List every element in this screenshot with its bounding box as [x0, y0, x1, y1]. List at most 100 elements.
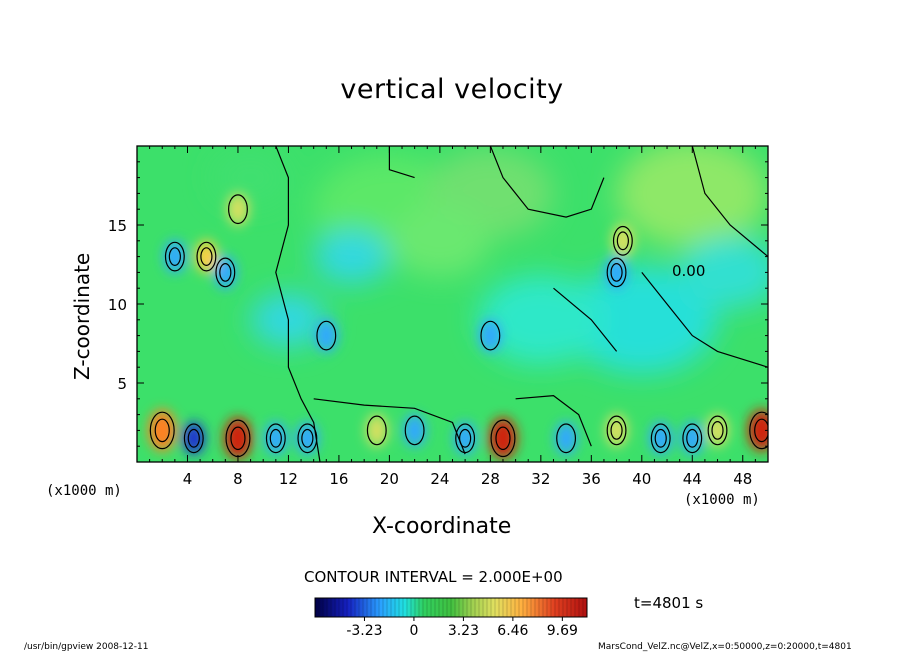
- contour-interval: CONTOUR INTERVAL = 2.000E+00: [304, 568, 563, 586]
- chart-title: vertical velocity: [340, 74, 564, 105]
- field-feature: [296, 421, 319, 455]
- contour-line: [612, 225, 633, 256]
- contour-line: [691, 146, 768, 258]
- background-region: [212, 150, 289, 205]
- background-region: [389, 204, 491, 277]
- field-feature: [264, 421, 287, 455]
- x-unit-label-left: (x1000 m): [46, 483, 122, 499]
- field-feature: [479, 319, 502, 353]
- contour-line: [265, 423, 286, 454]
- x-tick-label: 44: [683, 470, 702, 488]
- contour-line: [489, 146, 605, 218]
- contour-line: [610, 421, 623, 440]
- x-tick-label: 48: [733, 470, 752, 488]
- x-tick-label: 24: [430, 470, 449, 488]
- y-axis-label: Z-coordinate: [70, 252, 94, 380]
- contour-label: 0.00: [672, 262, 705, 280]
- contour-line: [404, 415, 425, 446]
- x-tick-label: 40: [632, 470, 651, 488]
- contour-line: [275, 146, 321, 462]
- time-label: t=4801 s: [634, 594, 704, 612]
- contour-line: [230, 426, 246, 451]
- colorbar-tick-label: 0: [409, 623, 418, 639]
- contour-line: [313, 398, 466, 455]
- contour-line: [228, 194, 248, 225]
- y-axis: 5 10 15: [108, 161, 768, 447]
- field-feature: [611, 224, 634, 258]
- x-tick-label: 20: [380, 470, 399, 488]
- x-tick-label: 4: [183, 470, 193, 488]
- field-feature: [163, 240, 186, 274]
- x-tick-label: 32: [531, 470, 550, 488]
- x-tick-label: 16: [329, 470, 348, 488]
- y-tick-label: 15: [108, 217, 127, 235]
- colorbar-stripes: [318, 598, 584, 617]
- colorbar: [314, 597, 588, 618]
- y-tick-label: 5: [117, 375, 127, 393]
- contour-line: [606, 257, 627, 288]
- contour-line: [616, 231, 629, 251]
- colorbar-tick-label: 9.69: [547, 623, 578, 639]
- contour-line: [154, 418, 170, 443]
- contour-line: [606, 415, 627, 446]
- contour-line: [495, 426, 511, 451]
- field-feature: [195, 240, 218, 274]
- field-feature: [605, 413, 628, 447]
- contour-line: [654, 428, 667, 448]
- field-feature: [403, 413, 426, 447]
- contour-line: [301, 428, 314, 448]
- field-feature: [214, 255, 237, 289]
- contour-line: [682, 423, 703, 454]
- y-tick-label: 10: [108, 296, 127, 314]
- contour-line: [316, 320, 337, 351]
- contour-line: [269, 428, 282, 448]
- x-tick-label: 8: [233, 470, 243, 488]
- contour-line: [149, 411, 175, 450]
- contour-line: [164, 241, 185, 272]
- contour-line: [610, 263, 623, 282]
- velocity-field: [137, 146, 768, 462]
- contour-line: [215, 257, 236, 288]
- field-feature: [488, 417, 517, 460]
- field-feature: [226, 192, 249, 226]
- footer-left: /usr/bin/gpview 2008-12-11: [24, 642, 149, 652]
- contour-line: [480, 320, 501, 351]
- field-feature: [605, 255, 628, 289]
- field-feature: [747, 409, 768, 452]
- background-region: [679, 236, 768, 309]
- contour-line: [168, 247, 181, 267]
- contour-line: [183, 423, 204, 454]
- background-region: [616, 146, 768, 248]
- field-feature: [555, 421, 578, 455]
- contour-line: [490, 419, 516, 458]
- contour-line: [196, 241, 217, 272]
- field-feature: [182, 421, 205, 455]
- contour-line: [556, 423, 577, 454]
- field-feature: [649, 421, 672, 455]
- colorbar-tick-label: 3.23: [448, 623, 479, 639]
- contour-line: [366, 415, 387, 446]
- background-region: [313, 229, 390, 284]
- contour-line: [711, 421, 724, 440]
- field-feature: [148, 409, 177, 452]
- contour-line: [219, 263, 232, 282]
- field-feature: [365, 413, 388, 447]
- colorbar-tick-label: 6.46: [497, 623, 528, 639]
- field-feature: [706, 413, 729, 447]
- colorbar-ticks: -3.23 0 3.23 6.46 9.69: [346, 617, 578, 639]
- contour-line: [749, 411, 768, 450]
- field-feature: [315, 319, 338, 353]
- contour-line: [641, 272, 768, 368]
- x-axis: 4 8 12 16 20 24 28 32 36 40 44 48: [149, 146, 756, 488]
- field-feature: [223, 417, 252, 460]
- contour-line: [707, 415, 728, 446]
- contour-line: [200, 247, 213, 267]
- contour-line: [650, 423, 671, 454]
- background-region: [566, 265, 718, 374]
- contour-line: [459, 428, 472, 448]
- contour-line: [686, 428, 699, 448]
- contour-line: [388, 146, 415, 179]
- x-tick-label: 36: [582, 470, 601, 488]
- x-unit-label-right: (x1000 m): [684, 492, 760, 508]
